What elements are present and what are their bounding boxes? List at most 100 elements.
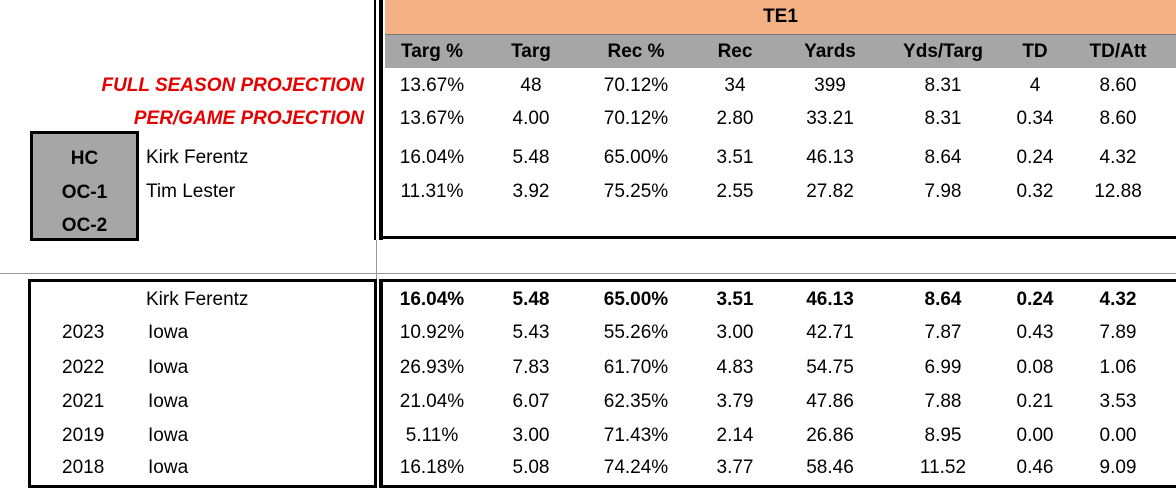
column-header: Yds/Targ — [903, 41, 983, 62]
role-oc-1: OC-1 — [61, 182, 108, 203]
history-row-cell: 11.52 — [919, 457, 967, 478]
history-summary-cell: 46.13 — [806, 289, 854, 310]
oc-1-stats-cell: 75.25% — [603, 181, 669, 202]
column-header: Yards — [804, 41, 856, 62]
history-row-cell: 0.00 — [1099, 425, 1137, 446]
history-row-cell: 3.00 — [716, 322, 754, 343]
per-game-projection-cell: 8.31 — [924, 108, 962, 129]
history-year: 2018 — [62, 457, 105, 478]
history-row-cell: 9.09 — [1099, 457, 1137, 478]
oc-1-stats-cell: 2.55 — [716, 181, 754, 202]
group-header: TE1 — [385, 0, 1176, 35]
full-season-projection-cell: 48 — [520, 75, 542, 96]
hc-stats-cell: 4.32 — [1099, 147, 1137, 168]
history-row-cell: 74.24% — [603, 457, 669, 478]
history-row-cell: 7.83 — [512, 357, 550, 378]
column-header: Rec % — [607, 41, 665, 62]
role-hc: HC — [70, 148, 99, 169]
history-year: 2021 — [62, 391, 105, 412]
hc-stats-cell: 65.00% — [603, 147, 669, 168]
per-game-projection-cell: 13.67% — [399, 108, 465, 129]
history-row-cell: 3.79 — [716, 391, 754, 412]
per-game-projection-cell: 70.12% — [603, 108, 669, 129]
history-year: 2023 — [62, 322, 105, 343]
history-left-right-border — [374, 279, 377, 488]
history-row-cell: 16.18% — [399, 457, 465, 478]
oc-1-stats-cell: 12.88 — [1094, 181, 1142, 202]
history-row-cell: 2.14 — [716, 425, 754, 446]
main-double-border-right — [379, 0, 383, 240]
main-bottom-border — [379, 236, 1176, 239]
history-year: 2019 — [62, 425, 105, 446]
oc-1-stats-cell: 0.32 — [1016, 181, 1054, 202]
history-row-cell: 3.00 — [512, 425, 550, 446]
oc-1-stats-cell: 27.82 — [806, 181, 854, 202]
column-header: TD/Att — [1089, 41, 1147, 62]
main-double-border-left — [374, 0, 376, 240]
history-right-bottom-border — [379, 485, 1176, 488]
history-row-cell: 5.11% — [405, 425, 459, 446]
per-game-projection-cell: 0.34 — [1016, 108, 1054, 129]
history-left-bottom-border — [28, 485, 377, 488]
history-row-cell: 0.08 — [1016, 357, 1054, 378]
history-summary-cell: 3.51 — [716, 289, 754, 310]
column-header: Targ % — [401, 41, 463, 62]
full-season-projection-cell: 399 — [814, 75, 846, 96]
column-header: Rec — [717, 41, 753, 62]
history-row-cell: 4.83 — [716, 357, 754, 378]
hc-stats-cell: 8.64 — [924, 147, 962, 168]
full-season-projection-cell: 4 — [1029, 75, 1041, 96]
history-row-cell: 54.75 — [806, 357, 854, 378]
history-row-cell: 7.88 — [924, 391, 962, 412]
oc-1-name: Tim Lester — [146, 181, 236, 202]
hc-stats-cell: 16.04% — [399, 147, 465, 168]
history-left-border — [28, 279, 31, 488]
section-divider-line — [0, 273, 1176, 274]
history-summary-cell: 65.00% — [603, 289, 669, 310]
full-season-projection-cell: 8.31 — [924, 75, 962, 96]
history-row-cell: 7.87 — [924, 322, 962, 343]
separator-thin-line — [376, 240, 377, 280]
per-game-projection-cell: 4.00 — [512, 108, 550, 129]
history-right-top-border — [379, 279, 1176, 282]
history-row-cell: 7.89 — [1099, 322, 1137, 343]
history-row-cell: 10.92% — [399, 322, 465, 343]
history-row-cell: 26.93% — [399, 357, 465, 378]
history-row-cell: 71.43% — [603, 425, 669, 446]
history-row-cell: 5.08 — [512, 457, 550, 478]
history-row-cell: 6.99 — [924, 357, 962, 378]
history-row-cell: 21.04% — [399, 391, 465, 412]
full-season-projection-label: FULL SEASON PROJECTION — [101, 75, 364, 96]
history-summary-cell: 16.04% — [399, 289, 465, 310]
hc-stats-cell: 0.24 — [1016, 147, 1054, 168]
history-row-cell: 6.07 — [512, 391, 550, 412]
role-oc-2: OC-2 — [61, 215, 108, 236]
history-row-cell: 3.53 — [1099, 391, 1137, 412]
history-left-top-border — [28, 279, 377, 282]
history-coach-name: Kirk Ferentz — [146, 289, 249, 310]
history-row-cell: 58.46 — [806, 457, 854, 478]
history-row-cell: 3.77 — [716, 457, 754, 478]
history-row-cell: 0.21 — [1016, 391, 1054, 412]
column-header: Targ — [511, 41, 551, 62]
history-team: Iowa — [148, 322, 189, 343]
history-summary-cell: 4.32 — [1099, 289, 1137, 310]
column-header-row — [385, 35, 1176, 68]
per-game-projection-cell: 8.60 — [1099, 108, 1137, 129]
oc-1-stats-cell: 11.31% — [400, 181, 464, 202]
history-row-cell: 0.43 — [1016, 322, 1054, 343]
history-row-cell: 61.70% — [603, 357, 669, 378]
staff-roles-box: HC OC-1 OC-2 — [30, 131, 139, 241]
history-summary-cell: 0.24 — [1016, 289, 1054, 310]
per-game-projection-cell: 2.80 — [716, 108, 754, 129]
hc-stats-cell: 5.48 — [512, 147, 550, 168]
per-game-projection-label: PER/GAME PROJECTION — [133, 108, 364, 129]
hc-name: Kirk Ferentz — [146, 147, 249, 168]
full-season-projection-cell: 13.67% — [399, 75, 465, 96]
history-summary-cell: 8.64 — [924, 289, 962, 310]
history-row-cell: 0.00 — [1016, 425, 1054, 446]
hc-stats-cell: 3.51 — [716, 147, 754, 168]
per-game-projection-cell: 33.21 — [806, 108, 854, 129]
history-row-cell: 8.95 — [924, 425, 962, 446]
history-row-cell: 5.43 — [512, 322, 550, 343]
